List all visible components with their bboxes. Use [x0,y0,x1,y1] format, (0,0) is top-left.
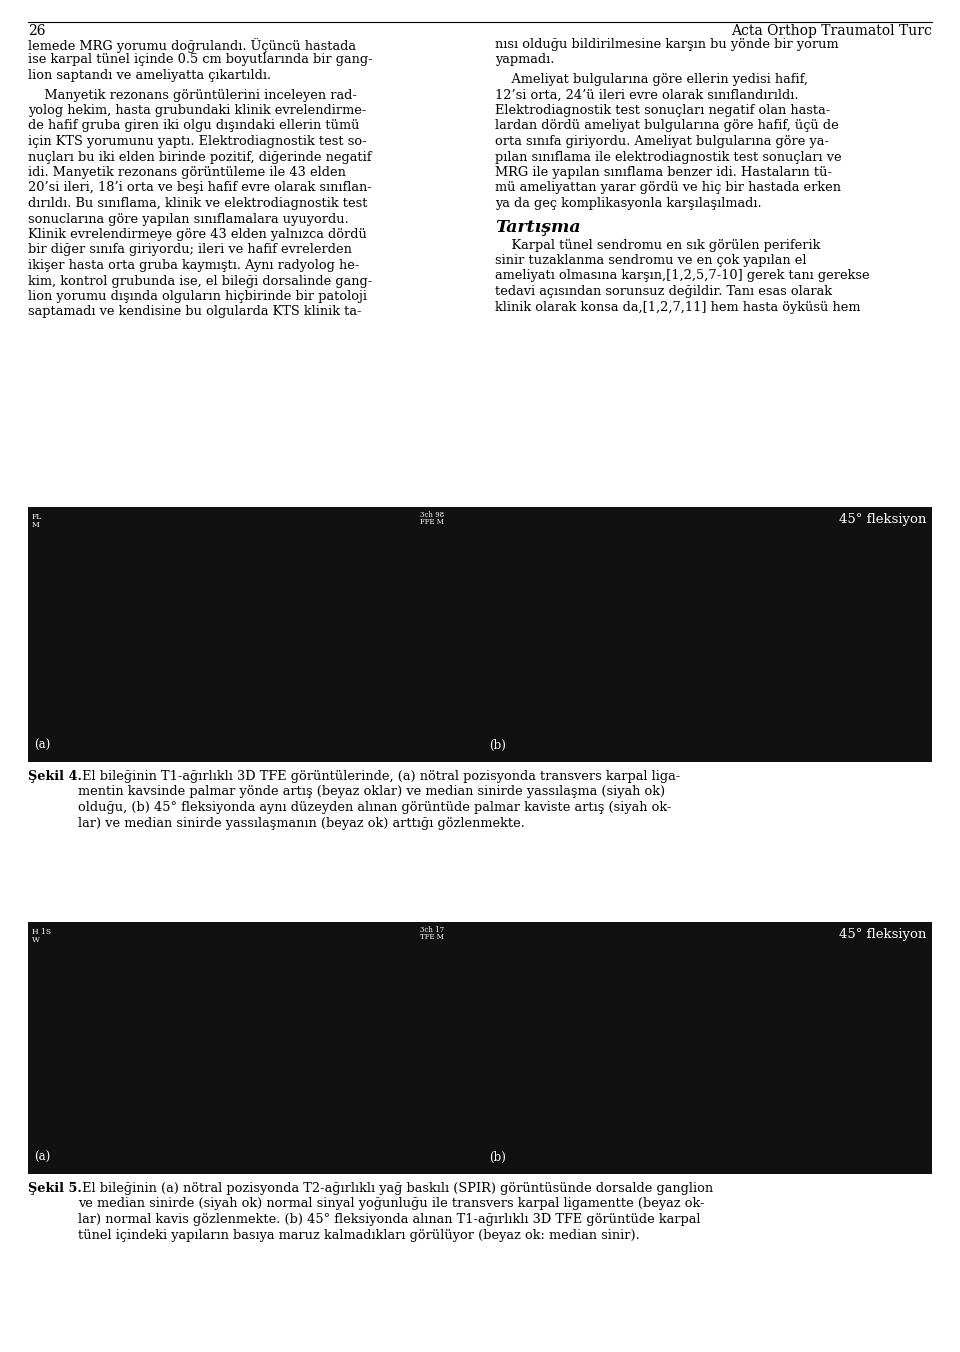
Text: TFE M: TFE M [420,933,444,941]
Text: saptamadı ve kendisine bu olgularda KTS klinik ta-: saptamadı ve kendisine bu olgularda KTS … [28,306,362,319]
Text: (a): (a) [34,740,50,752]
Text: mentin kavsinde palmar yönde artış (beyaz oklar) ve median sinirde yassılaşma (s: mentin kavsinde palmar yönde artış (beya… [78,786,665,799]
Text: M: M [32,521,39,529]
Text: sinir tuzaklanma sendromu ve en çok yapılan el: sinir tuzaklanma sendromu ve en çok yapı… [495,254,806,266]
Text: 20’si ileri, 18’i orta ve beşi hafif evre olarak sınıflan-: 20’si ileri, 18’i orta ve beşi hafif evr… [28,181,372,195]
Text: Klinik evrelendirmeye göre 43 elden yalnızca dördü: Klinik evrelendirmeye göre 43 elden yaln… [28,228,367,241]
Text: ya da geç komplikasyonla karşılaşılmadı.: ya da geç komplikasyonla karşılaşılmadı. [495,197,761,210]
Text: 26: 26 [28,24,45,38]
Text: sonuclarına göre yapılan sınıflamalara uyuyordu.: sonuclarına göre yapılan sınıflamalara u… [28,212,348,226]
Text: nuçları bu iki elden birinde pozitif, diğerinde negatif: nuçları bu iki elden birinde pozitif, di… [28,150,372,164]
Text: lion yorumu dışında olguların hiçbirinde bir patoloji: lion yorumu dışında olguların hiçbirinde… [28,289,367,303]
Text: FFE M: FFE M [420,518,444,526]
Text: dırıldı. Bu sınıflama, klinik ve elektrodiagnostik test: dırıldı. Bu sınıflama, klinik ve elektro… [28,197,368,210]
Text: 3ch 17: 3ch 17 [420,926,444,934]
Text: ise karpal tünel içinde 0.5 cm boyutlarında bir gang-: ise karpal tünel içinde 0.5 cm boyutları… [28,54,372,66]
Text: tünel içindeki yapıların basıya maruz kalmadıkları görülüyor (beyaz ok: median s: tünel içindeki yapıların basıya maruz ka… [78,1229,639,1241]
Text: kim, kontrol grubunda ise, el bileği dorsalinde gang-: kim, kontrol grubunda ise, el bileği dor… [28,274,372,288]
Text: (b): (b) [489,740,506,752]
Text: yapmadı.: yapmadı. [495,54,554,66]
Text: nısı olduğu bildirilmesine karşın bu yönde bir yorum: nısı olduğu bildirilmesine karşın bu yön… [495,38,839,51]
Text: bir diğer sınıfa giriyordu; ileri ve hafif evrelerden: bir diğer sınıfa giriyordu; ileri ve haf… [28,243,352,257]
Text: Şekil 4.: Şekil 4. [28,771,82,783]
Text: ve median sinirde (siyah ok) normal sinyal yoğunluğu ile transvers karpal ligame: ve median sinirde (siyah ok) normal siny… [78,1198,705,1210]
Text: lar) normal kavis gözlenmekte. (b) 45° fleksiyonda alınan T1-ağırlıklı 3D TFE gö: lar) normal kavis gözlenmekte. (b) 45° f… [78,1213,701,1226]
Text: mü ameliyattan yarar gördü ve hiç bir hastada erken: mü ameliyattan yarar gördü ve hiç bir ha… [495,181,841,195]
Text: H 1S: H 1S [32,927,51,936]
Text: MRG ile yapılan sınıflama benzer idi. Hastaların tü-: MRG ile yapılan sınıflama benzer idi. Ha… [495,166,832,178]
Text: 45° fleksiyon: 45° fleksiyon [839,927,926,941]
Text: ikişer hasta orta gruba kaymıştı. Aynı radyolog he-: ikişer hasta orta gruba kaymıştı. Aynı r… [28,260,359,272]
Text: Manyetik rezonans görüntülerini inceleyen rad-: Manyetik rezonans görüntülerini inceleye… [28,88,357,101]
Text: orta sınıfa giriyordu. Ameliyat bulgularına göre ya-: orta sınıfa giriyordu. Ameliyat bulgular… [495,135,828,147]
Text: Şekil 5.: Şekil 5. [28,1182,82,1195]
Text: El bileğinin T1-ağırlıklı 3D TFE görüntülerinde, (a) nötral pozisyonda transvers: El bileğinin T1-ağırlıklı 3D TFE görüntü… [78,771,681,783]
Text: Elektrodiagnostik test sonuçları negatif olan hasta-: Elektrodiagnostik test sonuçları negatif… [495,104,830,118]
Text: lion saptandı ve ameliyatta çıkartıldı.: lion saptandı ve ameliyatta çıkartıldı. [28,69,271,82]
Text: El bileğinin (a) nötral pozisyonda T2-ağırlıklı yağ baskılı (SPIR) görüntüsünde : El bileğinin (a) nötral pozisyonda T2-ağ… [78,1182,713,1195]
Text: yolog hekim, hasta grubundaki klinik evrelendirme-: yolog hekim, hasta grubundaki klinik evr… [28,104,367,118]
Text: pılan sınıflama ile elektrodiagnostik test sonuçları ve: pılan sınıflama ile elektrodiagnostik te… [495,150,842,164]
Text: W: W [32,936,40,944]
Text: lar) ve median sinirde yassılaşmanın (beyaz ok) arttığı gözlenmekte.: lar) ve median sinirde yassılaşmanın (be… [78,817,525,830]
Text: tedavi açısından sorunsuz değildir. Tanı esas olarak: tedavi açısından sorunsuz değildir. Tanı… [495,285,832,297]
Text: 3ch 98: 3ch 98 [420,511,444,519]
Text: 45° fleksiyon: 45° fleksiyon [839,512,926,526]
Text: Ameliyat bulgularına göre ellerin yedisi hafif,: Ameliyat bulgularına göre ellerin yedisi… [495,73,808,87]
Text: lardan dördü ameliyat bulgularına göre hafif, üçü de: lardan dördü ameliyat bulgularına göre h… [495,119,839,132]
Text: Tartışma: Tartışma [495,219,581,235]
Text: (b): (b) [489,1151,506,1164]
Text: idi. Manyetik rezonans görüntüleme ile 43 elden: idi. Manyetik rezonans görüntüleme ile 4… [28,166,346,178]
Text: olduğu, (b) 45° fleksiyonda aynı düzeyden alınan görüntüde palmar kaviste artış : olduğu, (b) 45° fleksiyonda aynı düzeyde… [78,800,671,814]
Text: klinik olarak konsa da,[1,2,7,11] hem hasta öyküsü hem: klinik olarak konsa da,[1,2,7,11] hem ha… [495,300,860,314]
Text: Karpal tünel sendromu en sık görülen periferik: Karpal tünel sendromu en sık görülen per… [495,238,821,251]
Text: FL: FL [32,512,42,521]
Text: lemede MRG yorumu doğrulandı. Üçüncü hastada: lemede MRG yorumu doğrulandı. Üçüncü has… [28,38,356,53]
Text: ameliyatı olmasına karşın,[1,2,5,7-10] gerek tanı gerekse: ameliyatı olmasına karşın,[1,2,5,7-10] g… [495,269,870,283]
Text: (a): (a) [34,1151,50,1164]
Text: Acta Orthop Traumatol Turc: Acta Orthop Traumatol Turc [732,24,932,38]
Bar [28,507,932,763]
Text: de hafif gruba giren iki olgu dışındaki ellerin tümü: de hafif gruba giren iki olgu dışındaki … [28,119,359,132]
Bar [28,922,932,1174]
Text: için KTS yorumunu yaptı. Elektrodiagnostik test so-: için KTS yorumunu yaptı. Elektrodiagnost… [28,135,367,147]
Text: 12’si orta, 24’ü ileri evre olarak sınıflandırıldı.: 12’si orta, 24’ü ileri evre olarak sınıf… [495,88,799,101]
